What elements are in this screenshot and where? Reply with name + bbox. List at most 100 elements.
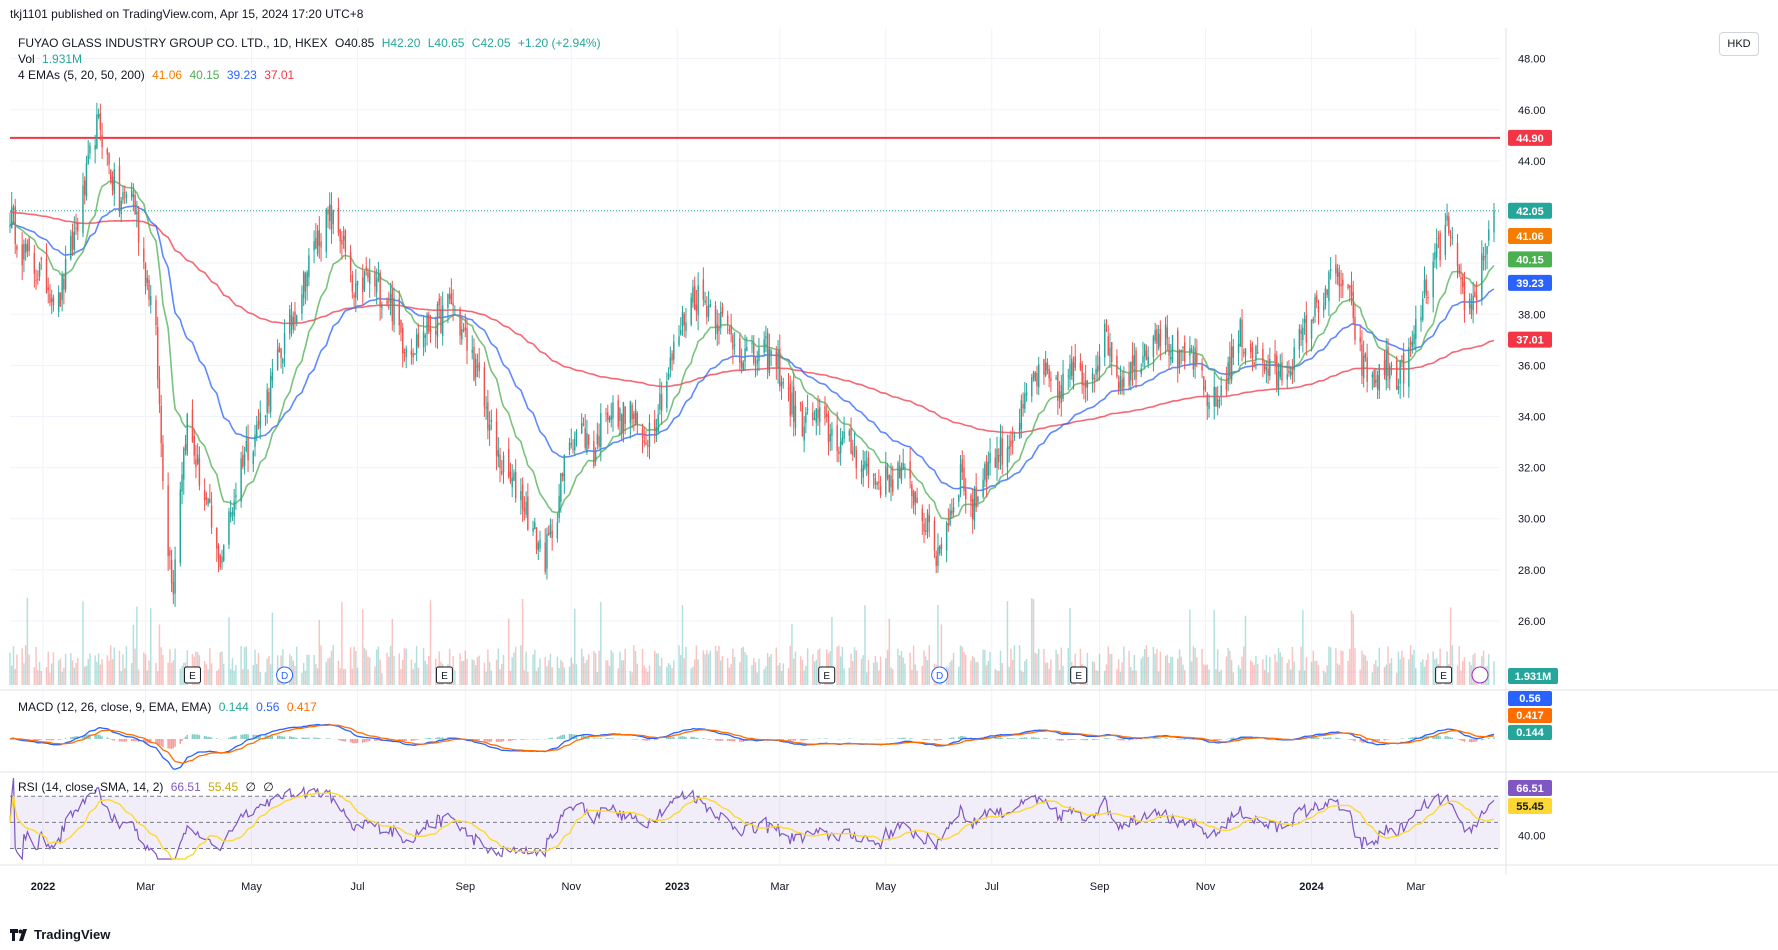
candle-body	[1352, 292, 1354, 318]
volume-bar	[1032, 599, 1035, 685]
volume-bar	[106, 655, 109, 685]
candle-body	[1472, 295, 1474, 311]
candle-body	[386, 300, 388, 304]
candle-body	[657, 414, 659, 432]
macd-histogram-bar	[292, 736, 294, 739]
ema-label[interactable]: 4 EMAs (5, 20, 50, 200)	[18, 68, 145, 82]
candle-body	[108, 153, 110, 165]
macd-histogram-bar	[998, 737, 1000, 739]
volume-bar	[648, 665, 651, 685]
candle-body	[945, 523, 948, 551]
candle-body	[40, 258, 43, 260]
volume-bar	[984, 650, 986, 685]
candle-body	[765, 336, 767, 339]
symbol-title[interactable]: FUYAO GLASS INDUSTRY GROUP CO. LTD., 1D,…	[18, 36, 328, 50]
volume-bar	[636, 663, 639, 685]
volume-bar	[162, 654, 164, 685]
volume-bar	[898, 655, 901, 685]
candle-body	[584, 428, 586, 448]
volume-bar	[1373, 664, 1375, 685]
volume-bar	[1456, 665, 1459, 685]
candle-body	[921, 508, 924, 522]
macd-histogram-bar	[608, 738, 611, 739]
volume-bar	[216, 671, 218, 685]
time-tick-label: Nov	[561, 881, 581, 893]
candle-body	[144, 263, 147, 287]
candle-body	[440, 309, 442, 333]
candle-body	[1310, 319, 1313, 339]
currency-button[interactable]: HKD	[1719, 32, 1759, 56]
candle-body	[82, 185, 84, 234]
macd-histogram-bar	[732, 739, 734, 742]
volume-bar	[1022, 671, 1024, 685]
macd-histogram-bar	[136, 739, 138, 742]
macd-histogram-bar	[521, 739, 524, 740]
volume-bar	[544, 657, 546, 685]
macd-histogram-bar	[549, 737, 552, 739]
macd-histogram-bar	[1215, 739, 1217, 741]
volume-bar	[351, 668, 354, 685]
candle-body	[824, 405, 826, 419]
macd-histogram-bar	[1156, 738, 1158, 739]
volume-bar	[368, 657, 371, 685]
volume-bar	[890, 667, 892, 685]
volume-bar	[1352, 613, 1354, 685]
macd-histogram-bar	[1024, 737, 1026, 739]
candle-body	[1084, 380, 1087, 388]
volume-bar	[805, 665, 807, 685]
candle-body	[520, 490, 522, 501]
macd-histogram-bar	[586, 736, 588, 739]
macd-histogram-bar	[1401, 738, 1403, 739]
ohlc-open: O40.85	[334, 36, 375, 50]
candle-body	[709, 304, 712, 307]
macd-histogram-bar	[787, 739, 790, 741]
volume-bar	[403, 648, 406, 685]
macd-histogram-bar	[1182, 739, 1184, 740]
volume-bar	[381, 672, 383, 685]
volume-bar	[83, 666, 86, 685]
volume-label[interactable]: Vol	[18, 52, 35, 66]
volume-bar	[123, 668, 126, 685]
price-label-tag	[1508, 129, 1552, 146]
candle-body	[1456, 242, 1459, 267]
volume-bar	[1401, 650, 1403, 685]
candle-body	[478, 362, 480, 372]
candle-body	[888, 475, 891, 492]
volume-bar	[580, 648, 583, 685]
rsi-ma-label-tag	[1508, 798, 1552, 814]
volume-bar	[158, 624, 161, 685]
macd-histogram-bar	[257, 735, 260, 739]
candle-body	[607, 412, 609, 420]
candle-body	[970, 495, 972, 502]
volume-bar	[47, 651, 49, 685]
candle-body	[987, 462, 990, 476]
macd-histogram-bar	[791, 739, 793, 741]
macd-histogram-bar	[1069, 739, 1071, 740]
candle-body	[405, 348, 407, 357]
macd-histogram-bar	[921, 739, 924, 740]
macd-histogram-bar	[645, 739, 647, 741]
candle-body	[999, 437, 1002, 457]
macd-histogram-bar	[365, 739, 367, 742]
candle-body	[1458, 265, 1460, 275]
macd-histogram-bar	[1448, 736, 1450, 739]
macd-histogram-bar	[426, 738, 428, 739]
time-tick-label: Nov	[1196, 881, 1216, 893]
candle-body	[1274, 353, 1276, 362]
candle-body	[753, 344, 755, 364]
candle-body	[415, 334, 418, 354]
candle-body	[1119, 376, 1122, 389]
rsi-label[interactable]: RSI (14, close, SMA, 14, 2)	[18, 780, 164, 794]
candle-body	[172, 582, 175, 595]
volume-bar	[879, 656, 882, 685]
candle-body	[1241, 319, 1243, 347]
macd-histogram-bar	[520, 739, 522, 740]
macd-histogram-bar	[158, 739, 161, 746]
macd-histogram-bar	[949, 737, 951, 739]
candle-body	[1376, 374, 1379, 390]
macd-histogram-bar	[1034, 737, 1036, 739]
macd-histogram-bar	[316, 737, 319, 739]
macd-label[interactable]: MACD (12, 26, close, 9, EMA, EMA)	[18, 700, 212, 714]
volume-bar	[1208, 669, 1210, 685]
